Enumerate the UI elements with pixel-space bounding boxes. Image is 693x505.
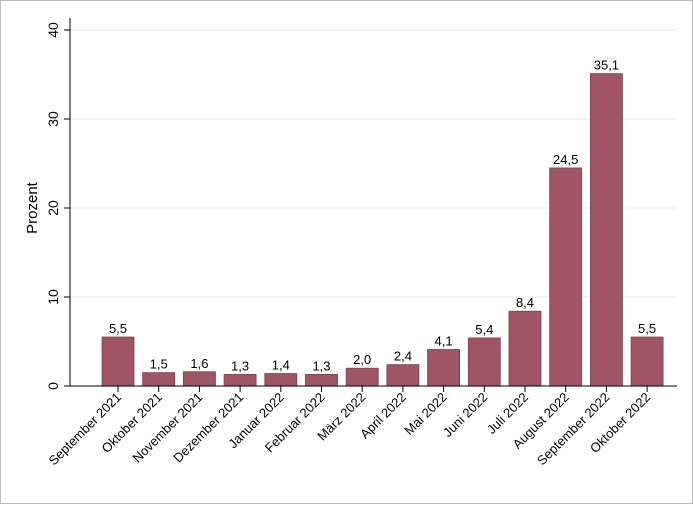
data-label: 24,5 — [553, 152, 578, 167]
bar — [264, 373, 298, 387]
bar — [549, 167, 583, 387]
data-label: 1,6 — [190, 356, 208, 371]
y-tick-label: 30 — [45, 111, 61, 127]
bar — [305, 374, 338, 387]
y-axis-title: Prozent — [24, 181, 41, 234]
x-tick-label: November 2021 — [130, 390, 206, 466]
x-tick-label: September 2021 — [46, 390, 125, 469]
data-label: 2,4 — [394, 349, 412, 364]
data-label: 1,4 — [272, 358, 290, 373]
y-tick-label: 10 — [45, 289, 61, 305]
data-label: 5,5 — [109, 321, 127, 336]
bar — [142, 372, 176, 387]
x-tick-label: September 2022 — [534, 390, 613, 469]
data-label: 4,1 — [435, 334, 453, 349]
x-tick-label: Juni 2022 — [440, 390, 490, 440]
bar — [345, 367, 379, 387]
y-tick-label: 0 — [45, 382, 61, 390]
bar — [508, 310, 542, 387]
data-label: 5,5 — [638, 321, 656, 336]
bar — [590, 73, 623, 387]
bar — [182, 371, 216, 387]
data-label: 2,0 — [353, 352, 371, 367]
data-label: 5,4 — [475, 322, 493, 337]
gridlines — [70, 29, 677, 298]
bar — [467, 337, 501, 387]
data-label: 35,1 — [594, 58, 619, 73]
data-labels: 5,5 1,5 1,6 1,3 1,4 1,3 2,0 2,4 4,1 5,4 8,4 24,5 35,… — [109, 58, 656, 374]
bars — [101, 73, 664, 387]
x-tick-label: Dezember 2021 — [170, 390, 246, 466]
y-tick-label: 20 — [45, 200, 61, 216]
bar — [101, 336, 135, 387]
bar — [386, 364, 420, 387]
y-axis: 0 10 20 30 40 — [45, 18, 71, 390]
data-label: 1,3 — [231, 358, 249, 373]
data-label: 1,5 — [150, 357, 168, 372]
bar — [223, 374, 257, 387]
bar — [427, 349, 461, 387]
data-label: 1,3 — [312, 358, 330, 373]
y-tick-label: 40 — [45, 22, 61, 38]
bar — [630, 336, 664, 387]
data-label: 8,4 — [516, 295, 534, 310]
